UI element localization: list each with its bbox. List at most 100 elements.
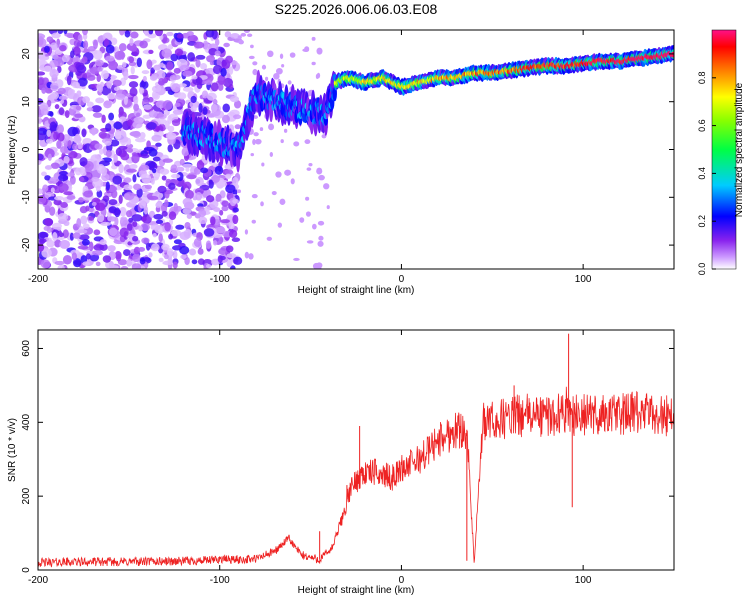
- spectrogram-speckle: [225, 245, 234, 253]
- spectrogram-speckle: [118, 163, 124, 174]
- spectrogram-speckle: [318, 174, 325, 181]
- x-tick-label: 100: [575, 575, 592, 586]
- spectrogram-speckle: [44, 45, 50, 53]
- snr-y-ticks: 0 200 400 600: [21, 340, 674, 573]
- spectrogram-speckle: [197, 248, 204, 255]
- spectrogram-speckle: [250, 44, 254, 49]
- y-tick-label: 20: [21, 48, 32, 60]
- spectrogram-speckle: [277, 222, 283, 228]
- spectrogram-speckle: [123, 71, 129, 81]
- spectrogram-speckle: [228, 66, 234, 75]
- spectrogram-speckle: [135, 112, 141, 117]
- spectrogram-speckle: [261, 162, 265, 167]
- x-tick-label: 0: [399, 274, 405, 285]
- spectrogram-speckle: [43, 225, 51, 231]
- spectrogram-speckle: [206, 92, 217, 101]
- spectrogram-speckle: [91, 201, 97, 206]
- spectrogram-speckle: [175, 166, 185, 172]
- spectrogram-speckle: [150, 177, 155, 185]
- spectrogram-speckle: [172, 109, 184, 115]
- spectrogram-speckle: [95, 97, 105, 104]
- spectrogram-speckle: [168, 182, 176, 190]
- spectrogram-speckle: [143, 30, 149, 35]
- colorbar-ticks: 0.0 0.2 0.4 0.6 0.8: [697, 72, 716, 275]
- spectrogram-speckle: [53, 56, 65, 67]
- colorbar-tick-label: 0.8: [697, 72, 707, 85]
- spectrogram-speckle: [196, 160, 205, 170]
- spectrogram-speckle: [73, 135, 82, 144]
- spectrogram-speckle: [202, 106, 208, 115]
- spectrogram-speckle: [130, 66, 135, 75]
- spectrogram-speckle: [129, 38, 134, 46]
- spectrogram-speckle: [268, 123, 275, 131]
- spectrogram-speckle: [38, 116, 42, 125]
- spectrogram-speckle: [217, 74, 226, 85]
- spectrogram-speckle: [133, 183, 142, 191]
- y-tick-label: 0: [21, 146, 32, 152]
- spectrogram-speckle: [57, 87, 66, 95]
- spectrogram-speckle: [222, 103, 231, 113]
- spectrogram-speckle: [233, 256, 243, 265]
- spectrogram-speckle: [316, 167, 323, 175]
- spectrogram-speckle: [311, 36, 316, 41]
- spectrogram-speckle: [83, 190, 94, 198]
- spectrogram-speckle: [118, 43, 127, 52]
- spectrogram-speckle: [184, 221, 191, 229]
- spectrogram-speckle: [38, 159, 42, 165]
- spectrogram-speckle: [146, 59, 153, 70]
- spectrogram-speckle: [105, 149, 112, 158]
- spectrogram-speckle: [45, 138, 54, 144]
- snr-x-ticks: -200 -100 0 100: [28, 330, 592, 586]
- spectrogram-speckle: [121, 61, 127, 68]
- spectrogram-speckle: [96, 74, 101, 83]
- spectrogram-speckle: [155, 142, 162, 147]
- spectrogram-speckle: [102, 32, 113, 41]
- spectrogram-speckle: [115, 93, 126, 100]
- spectrogram-speckle: [160, 203, 168, 214]
- spectrogram-speckle: [252, 138, 256, 146]
- spectrogram-speckle: [252, 68, 258, 76]
- spectrogram-speckle: [77, 245, 89, 250]
- spectrogram-speckle: [159, 168, 170, 175]
- spectrogram-speckle: [40, 259, 51, 269]
- spectrogram-speckle: [162, 260, 173, 266]
- spectrogram-speckle: [58, 107, 65, 116]
- spectrogram-speckle: [248, 253, 254, 260]
- spectrogram-speckle: [212, 64, 223, 75]
- spectrogram-speckle: [114, 50, 126, 60]
- spectrogram-speckle: [155, 70, 166, 80]
- spectrogram-speckle: [43, 65, 52, 72]
- spectrogram-speckle: [167, 115, 172, 125]
- spectrogram-speckle: [94, 59, 104, 67]
- spectrogram-speckle: [167, 44, 174, 50]
- spectrogram-speckle: [119, 227, 129, 238]
- spectrogram-speckle: [287, 80, 292, 85]
- spectrogram-speckle: [89, 66, 100, 75]
- spectrogram-speckle: [126, 210, 133, 218]
- spectrogram-speckle: [139, 80, 149, 90]
- spectrogram-speckle: [50, 91, 59, 100]
- spectrogram-speckle: [171, 119, 181, 127]
- spectrogram-speckle: [131, 153, 140, 164]
- spectrogram-speckle: [46, 36, 54, 43]
- spectrogram-speckle: [275, 67, 283, 75]
- spectrogram-speckle: [166, 248, 174, 256]
- spectrogram-speckle: [167, 132, 177, 140]
- spectrogram-speckle: [132, 130, 141, 138]
- spectrogram-speckle: [253, 132, 259, 137]
- spectrogram-speckle: [38, 188, 44, 195]
- snr-line: [38, 386, 674, 568]
- spectrogram-speckle: [58, 183, 69, 193]
- spectrogram-speckle: [62, 229, 69, 239]
- spectrogram-speckle: [144, 184, 153, 190]
- spectrogram-speckle: [209, 60, 214, 66]
- spectrogram-speckle: [139, 164, 150, 171]
- spectrogram-speckle: [141, 174, 152, 184]
- spectrogram-speckle: [113, 121, 123, 130]
- spectrogram-speckle: [275, 171, 282, 178]
- spectrogram-speckle: [221, 205, 229, 212]
- spectrogram-speckle: [221, 200, 229, 207]
- spectrogram-speckle: [169, 74, 181, 81]
- spectrogram-speckle: [132, 235, 139, 242]
- spectrogram-speckle: [38, 51, 46, 59]
